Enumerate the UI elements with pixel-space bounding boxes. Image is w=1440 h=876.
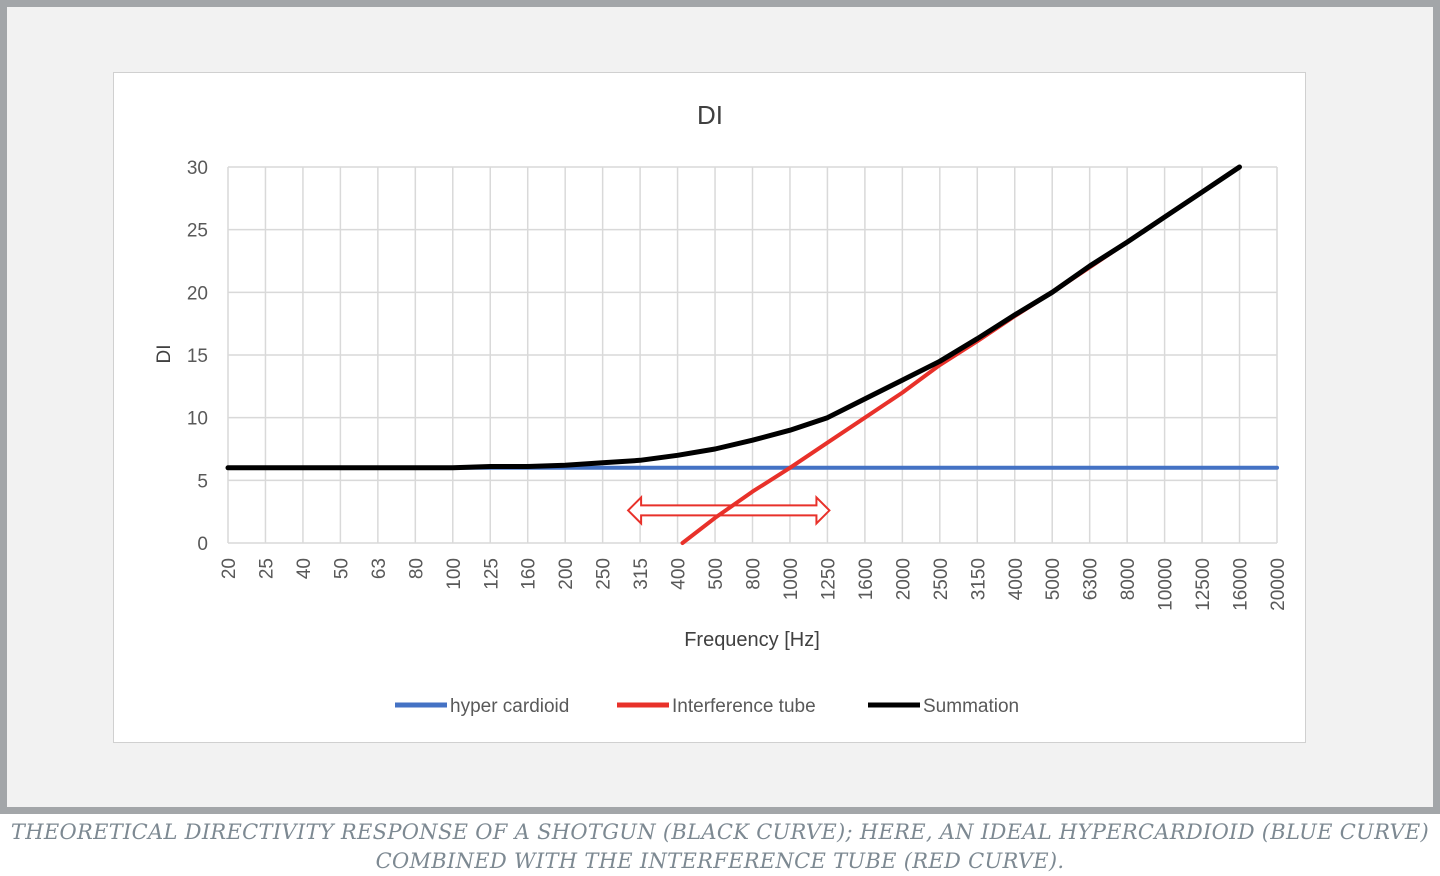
x-tick-label: 25 [256,558,277,579]
legend: hyper cardioid Interference tube Summation [395,696,1019,717]
x-tick-label: 80 [406,558,427,579]
x-tick-label: 4000 [1006,558,1027,600]
figure-caption: THEORETICAL DIRECTIVITY RESPONSE OF A SH… [0,818,1440,876]
chart-title: DI [697,100,723,130]
y-tick-labels: 0 5 10 15 20 25 30 [187,158,208,555]
x-tick-label: 125 [481,558,502,590]
x-tick-label: 800 [744,558,765,590]
x-tick-label: 1000 [781,558,802,600]
x-tick-label: 40 [294,558,315,579]
x-tick-label: 400 [669,558,690,590]
x-tick-label: 20 [219,558,240,579]
x-tick-label: 16000 [1231,558,1252,611]
chart-area [113,72,1306,743]
y-axis-label: DI [154,345,175,364]
legend-label: hyper cardioid [450,696,569,717]
x-tick-label: 1600 [856,558,877,600]
x-tick-label: 500 [706,558,727,590]
x-tick-label: 250 [594,558,615,590]
grid [227,166,1278,544]
x-tick-label: 100 [444,558,465,590]
x-tick-label: 20000 [1268,558,1289,611]
y-tick-label: 20 [187,283,208,304]
series-line-summation [225,164,1242,471]
legend-label: Summation [923,696,1019,717]
x-tick-label: 1250 [818,558,839,600]
y-tick-label: 0 [197,534,208,555]
y-tick-label: 30 [187,158,208,179]
x-tick-label: 8000 [1118,558,1139,600]
x-tick-label: 50 [331,558,352,579]
series-lines [225,164,1279,545]
caption-line-1: THEORETICAL DIRECTIVITY RESPONSE OF A SH… [10,820,1430,844]
x-tick-labels: 20 25 40 50 63 80 100 125 160 200 250 315 400 500 800 1… [219,558,1289,611]
x-tick-label: 200 [556,558,577,590]
x-tick-label: 315 [631,558,652,590]
x-tick-label: 2000 [893,558,914,600]
x-tick-label: 6300 [1081,558,1102,600]
legend-label: Interference tube [672,696,816,717]
y-tick-label: 25 [187,221,208,242]
y-tick-label: 5 [197,471,208,492]
x-tick-label: 3150 [968,558,989,600]
x-tick-label: 5000 [1043,558,1064,600]
x-tick-label: 63 [369,558,390,579]
x-tick-label: 10000 [1156,558,1177,611]
di-chart: DI DI Frequency [Hz] 0 5 10 15 20 25 30 20 25 40… [154,100,1289,717]
x-tick-label: 160 [519,558,540,590]
y-tick-label: 10 [187,409,208,430]
y-tick-label: 15 [187,346,208,367]
caption-line-2: COMBINED WITH THE INTERFERENCE TUBE (RED… [375,849,1065,873]
x-tick-label: 2500 [931,558,952,600]
x-tick-label: 12500 [1193,558,1214,611]
x-axis-label: Frequency [Hz] [684,629,820,651]
